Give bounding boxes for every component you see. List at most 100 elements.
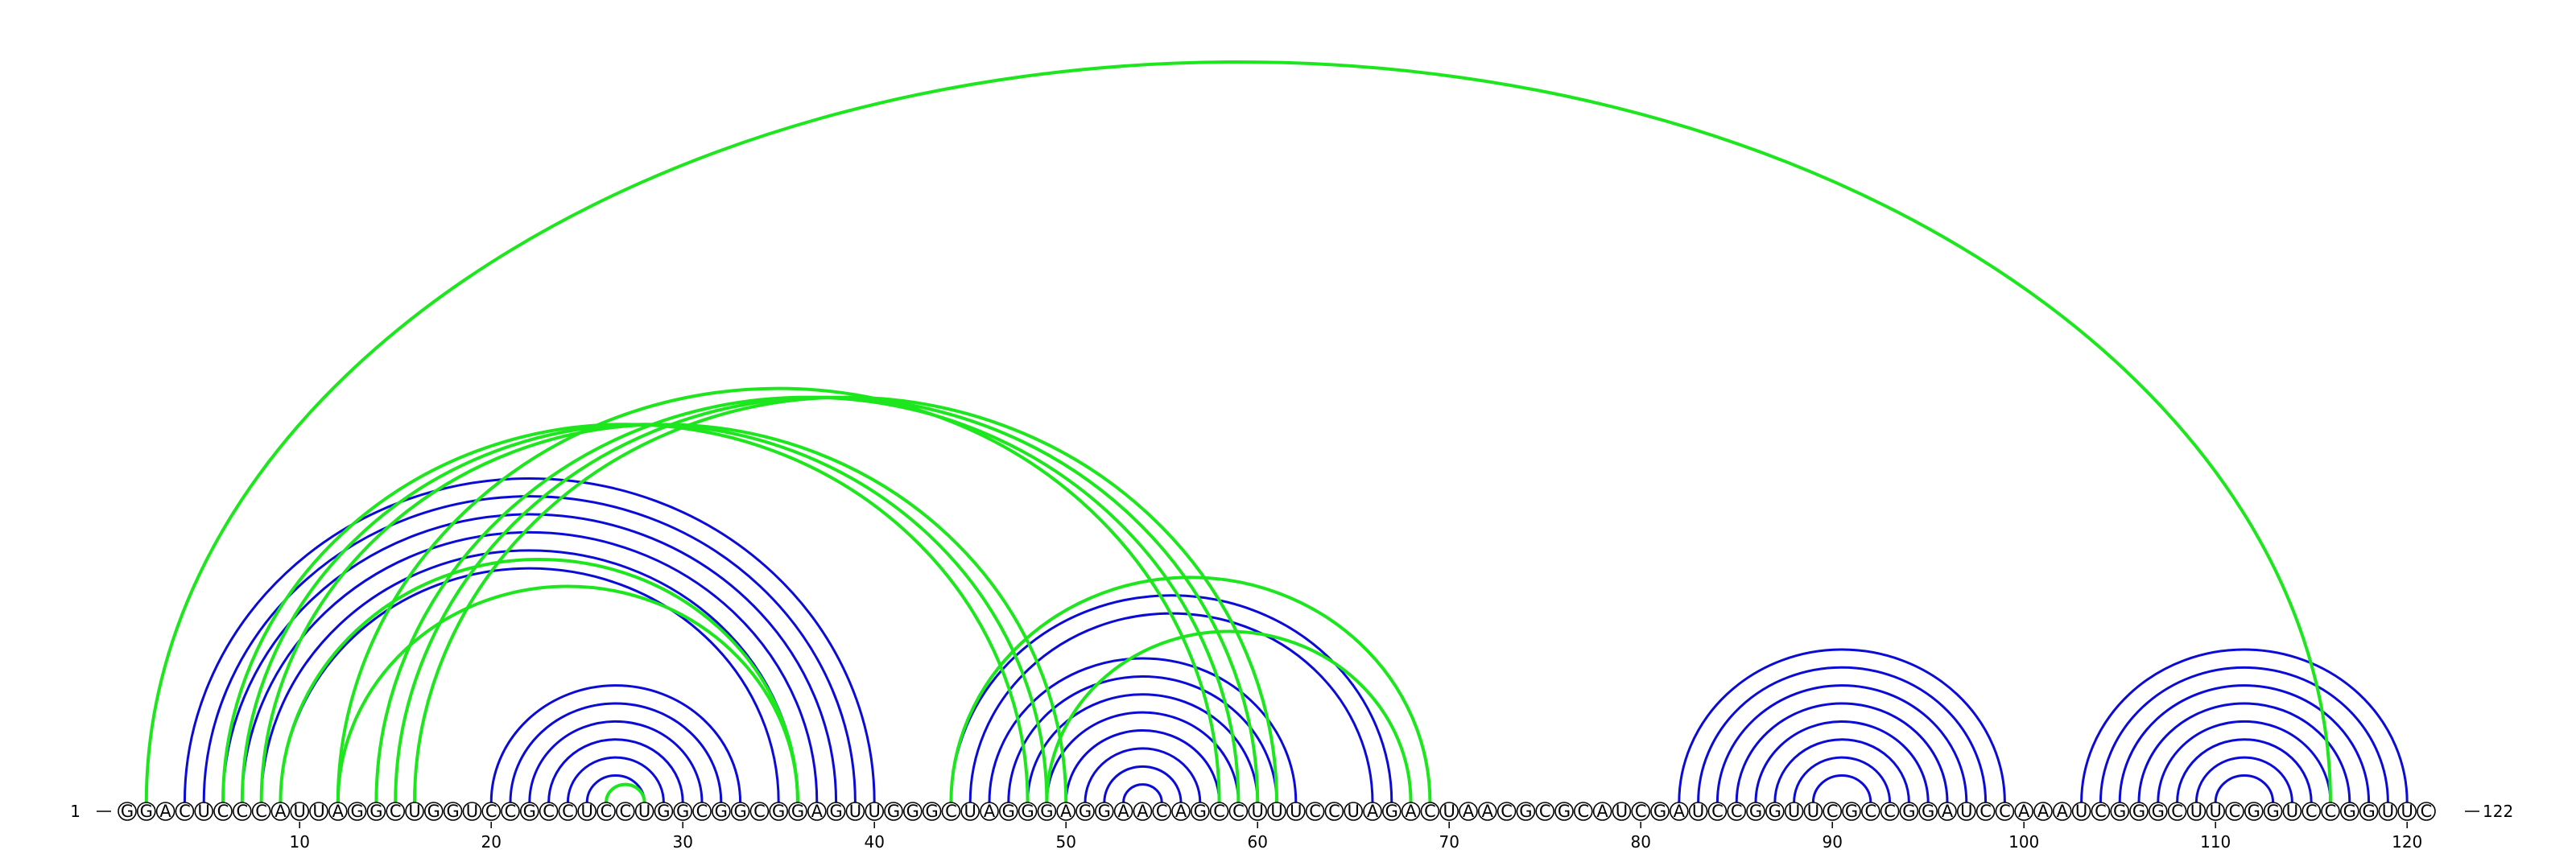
nucleotide-letter-10: U [294,802,306,821]
base-pair-arc-110-113 [2214,774,2275,803]
base-pair-arc-89-92 [1811,774,1872,803]
nucleotide-letter-78: A [1596,802,1608,821]
nucleotide-circle-90 [1823,802,1842,821]
base-pair-arc-44-69 [949,575,1432,803]
nucleotide-circle-34 [749,802,770,821]
nucleotide-letter-47: G [1002,802,1015,821]
base-pair-arc-103-120 [2080,648,2409,803]
nucleotide-circle-31 [692,802,712,821]
nucleotide-circle-84 [1707,802,1728,821]
nucleotide-letter-66: A [1367,802,1379,821]
base-pair-arc-51-57 [1084,747,1202,803]
nucleotide-letter-36: G [791,802,804,821]
nucleotide-circle-10 [290,802,310,821]
nucleotide-letter-67: G [1385,802,1398,821]
base-pair-arc-44-67 [949,594,1393,803]
nucleotide-circle-93 [1880,802,1900,821]
nucleotide-circle-73 [1496,802,1517,821]
nucleotide-circle-87 [1765,802,1785,821]
nucleotide-circle-11 [309,802,328,821]
nucleotide-letter-45: U [964,802,976,821]
nucleotide-letter-27: C [619,802,631,821]
nucleotide-letter-42: G [906,802,919,821]
base-pair-arc-6-48 [221,423,1030,803]
nucleotide-letter-24: C [562,802,574,821]
nucleotide-circle-118 [2359,802,2379,821]
nucleotide-circle-3 [155,802,175,821]
nucleotide-letter-20: C [485,802,497,821]
nucleotide-circle-27 [615,802,635,821]
nucleotide-letter-94: G [1902,802,1915,821]
nucleotide-letter-1: G [121,802,134,821]
nucleotide-letter-54: A [1137,802,1149,821]
tick-label-100: 100 [2008,832,2039,852]
nucleotide-circle-117 [2340,802,2359,821]
nucleotide-circle-76 [1554,802,1574,821]
nucleotide-letter-34: C [753,802,766,821]
tick-label-10: 10 [289,832,309,852]
nucleotide-circle-30 [673,802,693,821]
nucleotide-letter-58: C [1213,802,1225,821]
tick-label-110: 110 [2200,832,2231,852]
nucleotide-letter-114: U [2286,802,2298,821]
nucleotide-letter-62: U [1290,802,1302,821]
base-pair-arc-109-114 [2194,756,2293,803]
nucleotide-letter-81: G [1653,802,1666,821]
nucleotide-letter-79: U [1616,802,1628,821]
nucleotide-letter-16: U [408,802,420,821]
nucleotide-circle-29 [654,802,674,821]
nucleotide-circle-23 [539,802,559,821]
nucleotide-circle-38 [826,802,846,821]
base-pair-arc-4-40 [183,476,876,803]
nucleotide-letter-37: A [811,802,824,821]
nucleotide-letter-106: G [2132,802,2145,821]
nucleotide-circle-21 [501,802,520,821]
nucleotide-circle-15 [386,802,406,821]
nucleotide-letter-86: G [1749,802,1762,821]
nucleotide-circle-66 [1363,802,1382,821]
nucleotide-letter-35: G [772,802,785,821]
nucleotide-letter-84: C [1711,802,1724,821]
nucleotide-circle-70 [1439,802,1459,821]
nucleotide-circle-62 [1286,802,1306,821]
nucleotide-letter-49: G [1040,802,1053,821]
nucleotide-circle-13 [347,802,367,821]
nucleotide-circle-43 [922,802,942,821]
nucleotide-circle-108 [2167,802,2187,821]
nucleotide-letter-77: C [1577,802,1589,821]
base-pair-arc-49-59 [1045,711,1240,803]
nucleotide-circle-39 [845,802,865,821]
nucleotide-circle-9 [270,802,291,821]
nucleotide-letter-65: U [1348,802,1360,821]
nucleotide-circle-119 [2378,802,2398,821]
nucleotide-letter-116: C [2325,802,2337,821]
nucleotide-letter-46: A [984,802,996,821]
base-pair-arc-104-119 [2099,666,2389,803]
base-pair-arc-86-95 [1754,720,1930,803]
nucleotide-letter-64: C [1328,802,1340,821]
nucleotide-letter-38: G [829,802,842,821]
nucleotide-circle-68 [1401,802,1421,821]
nucleotide-letter-89: U [1807,802,1819,821]
nucleotide-circle-89 [1803,802,1823,821]
nucleotide-letter-91: G [1845,802,1858,821]
nucleotide-letter-14: G [369,802,382,821]
base-pair-arc-105-118 [2118,684,2371,803]
nucleotide-circle-5 [194,802,213,821]
nucleotide-letter-19: U [466,802,478,821]
base-pair-arc-53-55 [1122,783,1163,803]
nucleotide-circle-112 [2244,802,2264,821]
nucleotide-letter-102: A [2057,802,2069,821]
base-pair-arc-16-61 [413,395,1278,803]
nucleotide-circle-28 [634,802,654,821]
nucleotide-letter-72: A [1482,802,1494,821]
nucleotide-circle-77 [1574,802,1593,821]
nucleotide-letter-41: G [887,802,900,821]
nucleotide-circle-45 [960,802,980,821]
nucleotide-letter-71: A [1463,802,1475,821]
nucleotide-circle-22 [519,802,539,821]
base-pair-arc-9-36 [279,557,799,803]
nucleotide-letter-93: C [1884,802,1896,821]
base-pair-arc-46-62 [988,657,1298,803]
nucleotide-letter-23: C [543,802,555,821]
